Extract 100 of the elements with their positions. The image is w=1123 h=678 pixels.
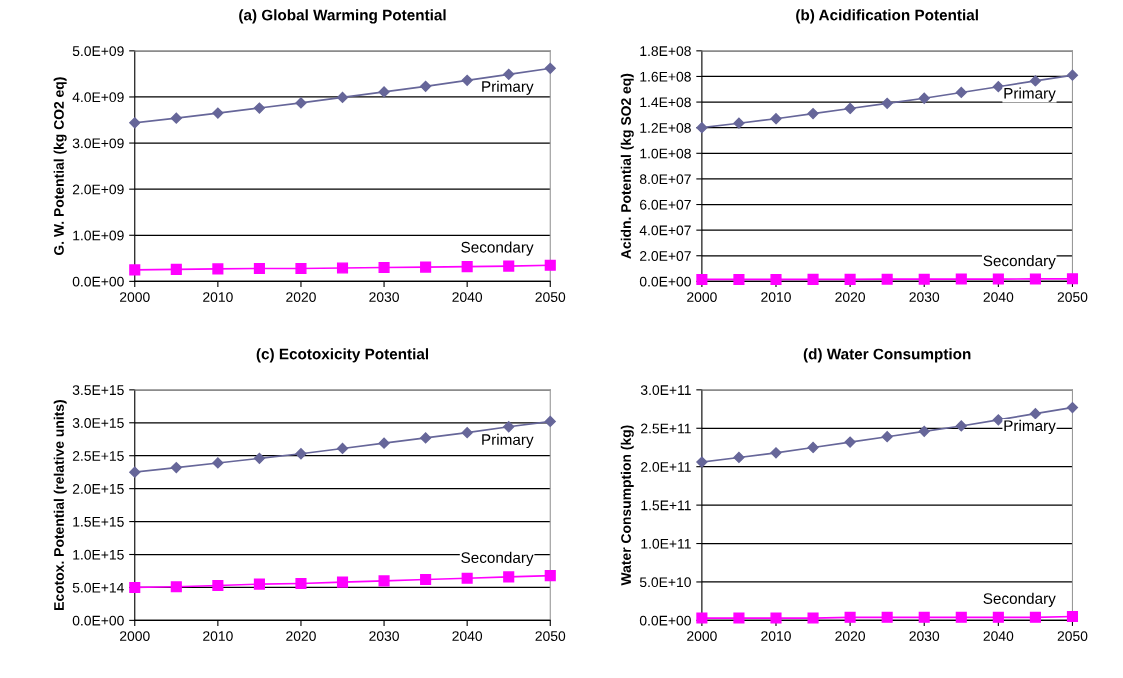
point <box>503 260 515 272</box>
y-tick-label: 4.0E+09 <box>72 92 124 103</box>
point <box>770 612 782 624</box>
y-axis-title: G. W. Potential (kg CO2 eq) <box>53 77 67 256</box>
point <box>544 62 556 74</box>
x-tick-label: 2040 <box>452 292 483 302</box>
x-tick-label: 2010 <box>761 631 791 641</box>
y-tick-label: 2.5E+11 <box>641 423 691 434</box>
y-axis-title: Water Consumption (kg) <box>620 425 634 586</box>
point <box>1029 75 1042 87</box>
series-label: Secondary <box>983 255 1056 270</box>
x-tick-label: 2020 <box>835 292 866 302</box>
y-tick-label: 2.0E+15 <box>72 483 124 494</box>
point <box>918 92 930 104</box>
y-tick-label: 3.0E+09 <box>72 138 124 149</box>
point <box>881 273 893 285</box>
y-tick-label: 8.0E+07 <box>639 174 691 185</box>
series-label: Secondary <box>461 551 534 567</box>
point <box>129 264 141 276</box>
x-tick-label: 2030 <box>909 292 940 302</box>
y-tick-label: 1.5E+15 <box>73 517 124 527</box>
point <box>955 86 967 99</box>
x-tick-label: 2030 <box>369 631 399 641</box>
y-tick-label: 3.5E+15 <box>72 385 124 396</box>
point <box>253 262 265 275</box>
x-tick-label: 2050 <box>535 631 566 641</box>
y-tick-label: 4.0E+07 <box>639 225 691 236</box>
y-tick-label: 1.0E+15 <box>73 549 124 560</box>
y-axis-title: Acidn. Potential (kg SO2 eq) <box>620 73 634 259</box>
y-tick-label: 2.0E+09 <box>72 184 124 195</box>
point <box>420 80 432 92</box>
point <box>955 273 967 285</box>
point <box>955 420 967 432</box>
point <box>770 273 782 286</box>
point <box>170 112 182 124</box>
point <box>696 122 708 134</box>
x-tick-label: 2000 <box>687 631 717 641</box>
y-tick-label: 1.0E+11 <box>641 538 691 549</box>
point <box>881 97 893 109</box>
y-tick-label: 0.0E+00 <box>72 615 124 626</box>
series-label: Secondary <box>461 241 534 256</box>
point <box>1066 273 1079 285</box>
point <box>733 117 745 129</box>
point <box>461 74 473 86</box>
y-tick-label: 1.0E+08 <box>640 148 691 159</box>
point <box>1066 401 1079 414</box>
y-axis-title: Ecotox. Potential (relative units) <box>53 400 67 610</box>
chart-title: (b) Acidification Potential <box>796 9 978 24</box>
point <box>461 261 473 273</box>
x-tick-label: 2010 <box>203 631 233 641</box>
x-tick-label: 2040 <box>983 631 1014 641</box>
point <box>212 107 224 119</box>
point <box>544 259 556 271</box>
y-tick-label: 2.0E+11 <box>641 462 691 472</box>
point <box>844 611 856 623</box>
y-tick-label: 5.0E+09 <box>72 46 124 57</box>
x-tick-label: 2040 <box>983 292 1014 302</box>
point <box>844 102 856 115</box>
x-tick-label: 2050 <box>535 292 566 302</box>
y-tick-label: 1.6E+08 <box>640 71 691 82</box>
x-tick-label: 2050 <box>1057 292 1088 302</box>
x-tick-label: 2020 <box>286 631 316 641</box>
point <box>503 68 515 80</box>
x-tick-label: 2010 <box>761 292 791 302</box>
chart-title: (a) Global Warming Potential <box>239 9 446 24</box>
point <box>1066 69 1079 81</box>
point <box>378 261 390 274</box>
point <box>1029 611 1041 623</box>
point <box>253 102 266 114</box>
y-tick-label: 5.0E+10 <box>639 577 691 588</box>
y-tick-label: 1.5E+11 <box>641 500 691 511</box>
point <box>807 612 819 624</box>
point <box>733 451 745 464</box>
y-tick-label: 1.2E+08 <box>640 123 691 133</box>
y-tick-label: 0.0E+00 <box>639 615 691 626</box>
y-tick-label: 6.0E+07 <box>640 199 691 210</box>
point <box>807 107 819 120</box>
x-tick-label: 2030 <box>909 631 940 641</box>
series-label: Primary <box>482 433 534 449</box>
y-tick-label: 1.8E+08 <box>640 46 691 57</box>
point <box>696 456 708 468</box>
series-label: Primary <box>1004 419 1056 435</box>
y-tick-label: 1.4E+08 <box>640 97 691 108</box>
point <box>992 81 1004 93</box>
point <box>770 113 782 125</box>
y-tick-label: 0.0E+00 <box>639 276 691 287</box>
point <box>295 262 307 275</box>
point <box>733 273 745 286</box>
point <box>170 263 182 275</box>
x-tick-label: 2010 <box>203 292 233 302</box>
point <box>918 425 930 437</box>
point <box>129 117 141 129</box>
x-tick-label: 2050 <box>1057 631 1088 641</box>
point <box>696 612 708 624</box>
point <box>420 261 432 273</box>
point <box>918 273 930 285</box>
point <box>881 431 893 443</box>
chart-title: (d) Water Consumption <box>803 348 971 363</box>
point <box>696 273 708 286</box>
point <box>955 611 967 623</box>
